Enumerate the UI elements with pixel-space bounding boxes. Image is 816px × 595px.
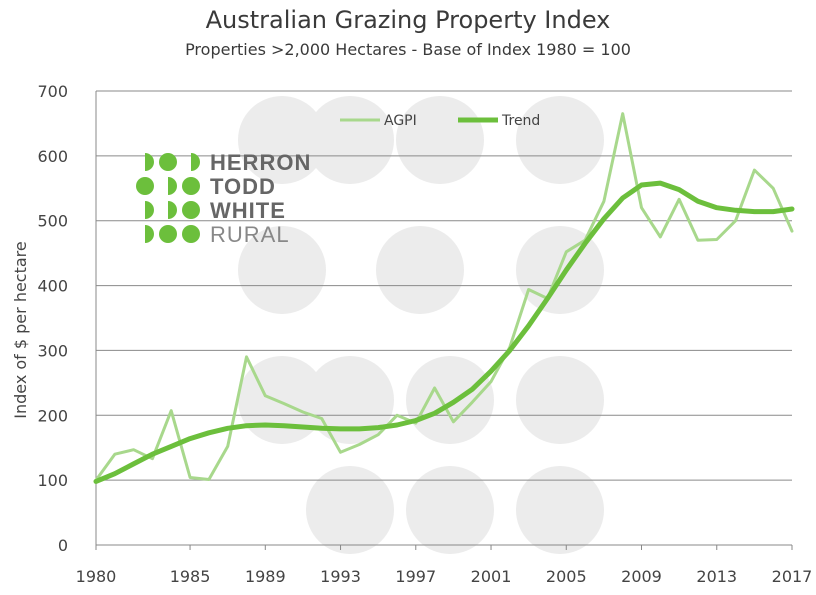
logo-dot bbox=[136, 177, 154, 195]
logo-dot bbox=[145, 225, 154, 243]
y-tick-label: 600 bbox=[37, 147, 68, 166]
watermark-circle bbox=[516, 466, 604, 554]
watermark-circle bbox=[238, 226, 326, 314]
x-tick-label: 1997 bbox=[395, 567, 436, 586]
y-axis-label: Index of $ per hectare bbox=[11, 241, 30, 419]
watermark-circle bbox=[238, 96, 326, 184]
logo-dot bbox=[145, 201, 154, 219]
series-line-trend bbox=[93, 180, 795, 484]
logo-dot bbox=[159, 225, 177, 243]
watermark-circle bbox=[406, 466, 494, 554]
x-tick-label: 2009 bbox=[621, 567, 662, 586]
chart-title: Australian Grazing Property Index bbox=[205, 6, 611, 34]
logo-dot bbox=[168, 177, 177, 195]
logo-word: WHITE bbox=[210, 198, 286, 223]
x-tick-label: 1985 bbox=[170, 567, 211, 586]
y-tick-label: 300 bbox=[37, 341, 68, 360]
logo-dot bbox=[182, 201, 200, 219]
y-tick-label: 100 bbox=[37, 471, 68, 490]
axes bbox=[95, 91, 792, 546]
logo-dot bbox=[145, 153, 154, 171]
y-tick-label: 500 bbox=[37, 212, 68, 231]
logo-dot bbox=[182, 225, 200, 243]
chart-subtitle: Properties >2,000 Hectares - Base of Ind… bbox=[185, 40, 631, 59]
x-tick-label: 2017 bbox=[772, 567, 813, 586]
x-tick-label: 1989 bbox=[245, 567, 286, 586]
logo-word: TODD bbox=[210, 174, 276, 199]
x-tick-label: 2001 bbox=[471, 567, 512, 586]
x-tick-label: 2013 bbox=[696, 567, 737, 586]
legend-label: Trend bbox=[501, 113, 540, 129]
watermark-circle bbox=[376, 226, 464, 314]
logo-word: RURAL bbox=[210, 222, 290, 247]
logo-word: HERRON bbox=[210, 150, 311, 175]
y-tick-labels: 0 100 200 300 400 500 600 700 bbox=[37, 82, 68, 555]
watermark-circle bbox=[516, 356, 604, 444]
series-lines bbox=[93, 112, 795, 484]
watermark-circle bbox=[238, 356, 326, 444]
logo-dot bbox=[168, 201, 177, 219]
x-tick-label: 1993 bbox=[320, 567, 361, 586]
logo-dot bbox=[191, 153, 200, 171]
watermark-circle bbox=[306, 466, 394, 554]
y-tick-label: 700 bbox=[37, 82, 68, 101]
logo-dot bbox=[182, 177, 200, 195]
y-tick-label: 200 bbox=[37, 406, 68, 425]
x-tick-labels: 1980 1985 1989 1993 1997 2001 2005 2009 2013 2017 bbox=[76, 545, 813, 586]
logo-dot bbox=[159, 153, 177, 171]
y-tick-label: 0 bbox=[58, 536, 68, 555]
legend-label: AGPI bbox=[384, 113, 417, 129]
watermark-circle bbox=[306, 356, 394, 444]
watermark-circle bbox=[396, 96, 484, 184]
watermark-circle bbox=[406, 356, 494, 444]
x-tick-label: 2005 bbox=[546, 567, 587, 586]
watermark-circle bbox=[516, 96, 604, 184]
y-tick-label: 400 bbox=[37, 277, 68, 296]
watermark-pattern bbox=[238, 96, 604, 554]
series-line-agpi bbox=[94, 112, 794, 482]
legend: AGPI Trend bbox=[340, 113, 540, 129]
watermark-circle bbox=[306, 96, 394, 184]
x-tick-label: 1980 bbox=[76, 567, 117, 586]
